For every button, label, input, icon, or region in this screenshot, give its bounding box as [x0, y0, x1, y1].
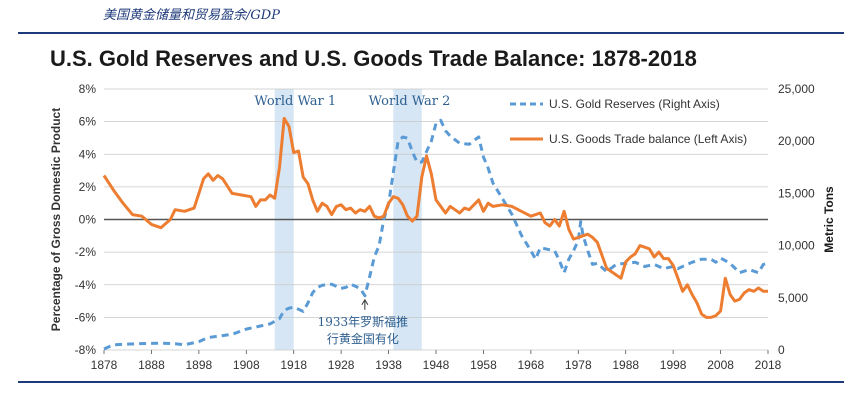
x-tick-label: 2018 [755, 358, 782, 372]
y-left-tick-label: 2% [79, 180, 97, 194]
top-rule [18, 32, 844, 34]
y-left-tick-label: 6% [79, 115, 97, 129]
series [102, 116, 769, 351]
annotation-arrowhead [361, 298, 369, 306]
y-left-tick-label: -6% [75, 310, 97, 324]
y-right-tick-label: 20,000 [778, 134, 815, 148]
annotation-text: 行黄金国有化 [327, 331, 399, 346]
bottom-rule [18, 381, 844, 383]
x-tick-label: 1888 [138, 358, 165, 372]
y-left-tick-label: -4% [75, 278, 97, 292]
y-right-axis-title: Metric Tons [822, 186, 836, 253]
axes: 8% 6% 4% 2% 0% -2% -4% -6% -8% 25,000 20,000 15,000… [49, 82, 836, 372]
y-right-tick-label: 5,000 [778, 291, 808, 305]
x-tick-label: 1988 [612, 358, 639, 372]
figure-caption: 美国黄金储量和贸易盈余/GDP [103, 8, 280, 23]
y-left-tick-label: -8% [75, 343, 97, 357]
y-left-tick-label: 0% [79, 213, 97, 227]
x-tick-label: 1918 [280, 358, 307, 372]
x-tick-label: 1998 [660, 358, 687, 372]
y-right-tick-label: 10,000 [778, 239, 815, 253]
y-right-tick-label: 25,000 [778, 82, 815, 96]
x-tick-label: 1908 [233, 358, 260, 372]
war-label-2: World War 2 [369, 94, 451, 109]
x-tick-label: 1938 [375, 358, 402, 372]
gold-reserves-line [103, 118, 769, 351]
y-left-tick-label: -2% [75, 245, 97, 259]
gridlines [104, 88, 768, 351]
x-tick-label: 2008 [707, 358, 734, 372]
x-tick-label: 1898 [186, 358, 213, 372]
y-left-tick-label: 8% [79, 82, 97, 96]
x-tick-label: 1958 [470, 358, 497, 372]
war-label-1: World War 1 [254, 94, 336, 109]
y-right-tick-label: 15,000 [778, 186, 815, 200]
x-tick-label: 1878 [91, 358, 118, 372]
y-right-tick-label: 0 [778, 343, 785, 357]
x-tick-label: 1978 [565, 358, 592, 372]
chart-title: U.S. Gold Reserves and U.S. Goods Trade … [50, 46, 697, 71]
annotation-text: 1933年罗斯福推 [318, 314, 409, 329]
legend: U.S. Gold Reserves (Right Axis) U.S. Good… [510, 97, 747, 146]
x-tick-label: 1928 [328, 358, 355, 372]
legend-label-trade: U.S. Goods Trade balance (Left Axis) [549, 132, 747, 146]
legend-label-gold: U.S. Gold Reserves (Right Axis) [549, 97, 720, 111]
y-left-axis-title: Percentage of Gross Domestic Product [49, 108, 63, 331]
x-tick-label: 1948 [423, 358, 450, 372]
trade-balance-line [102, 116, 768, 319]
y-left-tick-label: 4% [79, 147, 97, 161]
x-tick-label: 1968 [518, 358, 545, 372]
